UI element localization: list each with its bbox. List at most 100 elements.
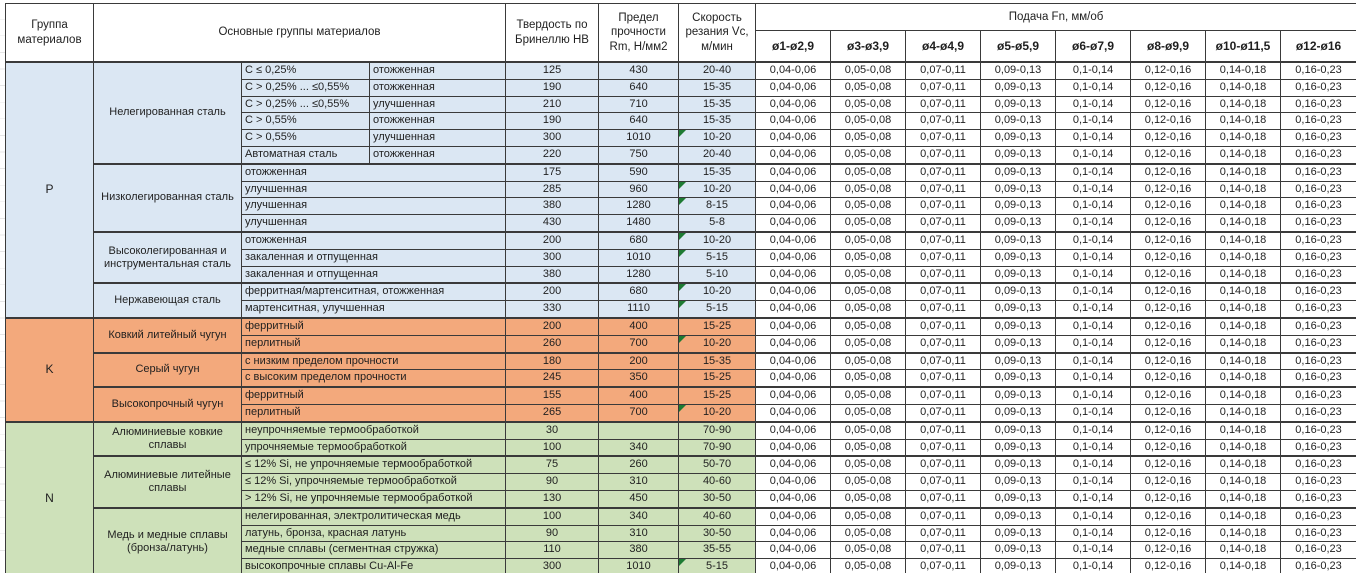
spreadsheet-left-gutter — [0, 3, 5, 563]
material-detail-cell: с высоким пределом прочности — [240, 369, 507, 388]
vc-cell: 15-35 — [678, 351, 757, 371]
feed-cell: 0,1-0,14 — [1055, 145, 1132, 165]
feed-cell: 0,05-0,08 — [830, 180, 907, 199]
hb-cell: 100 — [505, 506, 600, 526]
feed-cell: 0,16-0,23 — [1280, 438, 1356, 457]
feed-cell: 0,16-0,23 — [1280, 60, 1356, 80]
material-detail-cell: ферритный — [240, 316, 507, 336]
feed-cell: 0,09-0,13 — [980, 420, 1057, 440]
feed-cell: 0,05-0,08 — [830, 78, 907, 97]
feed-cell: 0,07-0,11 — [905, 438, 982, 457]
rm-cell: 1010 — [598, 248, 680, 267]
green-corner-flag-icon — [679, 234, 687, 240]
feed-cell: 0,09-0,13 — [980, 60, 1057, 80]
rm-cell — [598, 420, 680, 440]
green-corner-flag-icon — [679, 198, 687, 206]
feed-cell: 0,05-0,08 — [830, 420, 907, 440]
feed-cell: 0,1-0,14 — [1055, 197, 1132, 216]
table-row: Алюминиевые литейные сплавы ≤ 12% Si, не … — [6, 455, 1356, 509]
hb-cell: 190 — [505, 112, 600, 131]
feed-cell: 0,12-0,16 — [1130, 78, 1207, 97]
header-row-diameters: ø1-ø2,9 ø3-ø3,9 ø4-ø4,9 ø5-ø5,9 ø6-ø7,9 … — [6, 30, 1356, 63]
feed-cell: 0,16-0,23 — [1280, 230, 1356, 250]
feed-cell: 0,07-0,11 — [905, 282, 982, 302]
feed-cell: 0,16-0,23 — [1280, 351, 1356, 371]
material-group-cell: Высоколегированная и инструментальная ст… — [93, 230, 242, 284]
material-detail-cell: > 12% Si, не упрочняемые термообработкой — [240, 489, 507, 509]
feed-cell: 0,12-0,16 — [1130, 145, 1207, 165]
feed-cell: 0,1-0,14 — [1055, 334, 1132, 354]
rm-cell: 590 — [598, 162, 680, 182]
feed-cell: 0,07-0,11 — [905, 455, 982, 475]
vc-cell: 15-35 — [678, 78, 757, 97]
feed-cell: 0,07-0,11 — [905, 541, 982, 560]
feed-cell: 0,04-0,06 — [755, 455, 832, 475]
feed-cell: 0,05-0,08 — [830, 558, 907, 573]
hb-cell: 300 — [505, 248, 600, 267]
feed-cell: 0,1-0,14 — [1055, 248, 1132, 267]
header-feed-diameter: ø6-ø7,9 — [1055, 30, 1132, 63]
feed-cell: 0,14-0,18 — [1205, 316, 1282, 336]
material-detail-cell: высокопрочные сплавы Cu-Al-Fe — [240, 558, 507, 573]
feed-cell: 0,04-0,06 — [755, 230, 832, 250]
feed-cell: 0,09-0,13 — [980, 386, 1057, 405]
rm-cell: 1280 — [598, 265, 680, 284]
feed-cell: 0,09-0,13 — [980, 351, 1057, 371]
feed-cell: 0,09-0,13 — [980, 197, 1057, 216]
vc-cell: 35-55 — [678, 541, 757, 560]
header-feed-title: Подача Fn, мм/об — [755, 3, 1356, 31]
feed-cell: 0,1-0,14 — [1055, 524, 1132, 543]
vc-cell: 5-10 — [678, 265, 757, 284]
material-group-cell: Серый чугун — [93, 351, 242, 388]
table-row: Высокопрочный чугун ферритный 155 400 15-25 0… — [6, 386, 1356, 423]
feed-cell: 0,04-0,06 — [755, 351, 832, 371]
feed-cell: 0,1-0,14 — [1055, 386, 1132, 405]
feed-cell: 0,14-0,18 — [1205, 95, 1282, 114]
feed-cell: 0,05-0,08 — [830, 386, 907, 405]
hb-cell: 130 — [505, 489, 600, 509]
hb-cell: 245 — [505, 369, 600, 388]
feed-cell: 0,05-0,08 — [830, 95, 907, 114]
feed-cell: 0,16-0,23 — [1280, 78, 1356, 97]
feed-cell: 0,05-0,08 — [830, 369, 907, 388]
rm-cell: 750 — [598, 145, 680, 165]
feed-cell: 0,09-0,13 — [980, 300, 1057, 319]
feed-cell: 0,16-0,23 — [1280, 180, 1356, 199]
vc-cell: 15-35 — [678, 95, 757, 114]
rm-cell: 640 — [598, 78, 680, 97]
vc-cell: 5-15 — [678, 558, 757, 573]
feed-cell: 0,07-0,11 — [905, 112, 982, 131]
vc-cell: 15-25 — [678, 369, 757, 388]
vc-cell: 40-60 — [678, 506, 757, 526]
feed-cell: 0,07-0,11 — [905, 180, 982, 199]
header-feed-diameter: ø5-ø5,9 — [980, 30, 1057, 63]
feed-cell: 0,04-0,06 — [755, 524, 832, 543]
feed-cell: 0,12-0,16 — [1130, 438, 1207, 457]
feed-cell: 0,09-0,13 — [980, 316, 1057, 336]
feed-cell: 0,04-0,06 — [755, 369, 832, 388]
vc-cell: 5-8 — [678, 214, 757, 233]
rm-cell: 1480 — [598, 214, 680, 233]
feed-cell: 0,07-0,11 — [905, 197, 982, 216]
rm-cell: 350 — [598, 369, 680, 388]
material-group-cell: Ковкий литейный чугун — [93, 316, 242, 354]
feed-cell: 0,07-0,11 — [905, 60, 982, 80]
feed-cell: 0,16-0,23 — [1280, 214, 1356, 233]
green-corner-flag-icon — [679, 301, 687, 309]
feed-cell: 0,05-0,08 — [830, 489, 907, 509]
feed-cell: 0,04-0,06 — [755, 162, 832, 182]
hb-cell: 175 — [505, 162, 600, 182]
feed-cell: 0,16-0,23 — [1280, 558, 1356, 573]
feed-cell: 0,12-0,16 — [1130, 524, 1207, 543]
feed-cell: 0,12-0,16 — [1130, 129, 1207, 147]
feed-cell: 0,16-0,23 — [1280, 316, 1356, 336]
material-detail-cell: отожженная — [368, 112, 507, 131]
material-detail-cell: C > 0,55% — [241, 112, 370, 131]
hb-cell: 220 — [505, 145, 600, 165]
feed-cell: 0,1-0,14 — [1055, 282, 1132, 302]
feed-cell: 0,16-0,23 — [1280, 162, 1356, 182]
group-letter-cell: N — [5, 420, 94, 573]
header-feed-diameter: ø1-ø2,9 — [755, 30, 832, 63]
feed-cell: 0,1-0,14 — [1055, 265, 1132, 284]
material-group-cell: Алюминиевые литейные сплавы — [93, 455, 242, 509]
